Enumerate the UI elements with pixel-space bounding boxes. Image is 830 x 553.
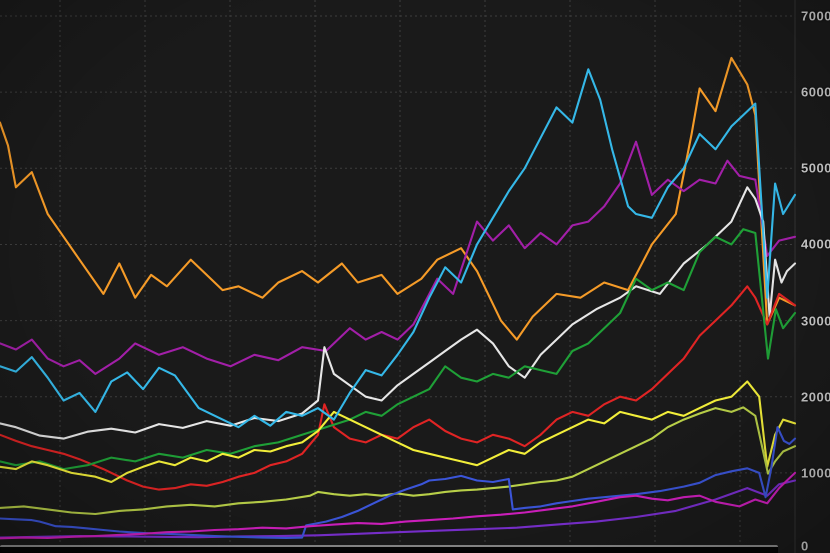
y-axis-label-4000: 4000 [801,236,830,252]
series-line-magenta [0,471,797,540]
series-line-orange [0,56,797,341]
series-line-yellow-green [0,406,797,516]
series-line-red [0,285,797,491]
series-line-white [0,186,797,440]
y-axis-label-7000: 7000 [801,8,830,24]
series-line-violet [0,479,797,539]
series-line-blue [0,426,797,540]
y-axis-label-3000: 3000 [801,313,830,329]
series-line-green [0,228,797,471]
y-axis-label-1000: 1000 [801,465,830,481]
y-axis-label-2000: 2000 [801,389,830,405]
series-line-cyan [0,68,797,429]
y-axis-label-6000: 6000 [801,84,830,100]
series-line-yellow [0,380,797,484]
y-axis-label-5000: 5000 [801,160,830,176]
timeline-scrollbar[interactable] [0,545,778,553]
series-line-magenta-purple [0,140,797,375]
y-axis-label-0: 0 [801,538,809,553]
